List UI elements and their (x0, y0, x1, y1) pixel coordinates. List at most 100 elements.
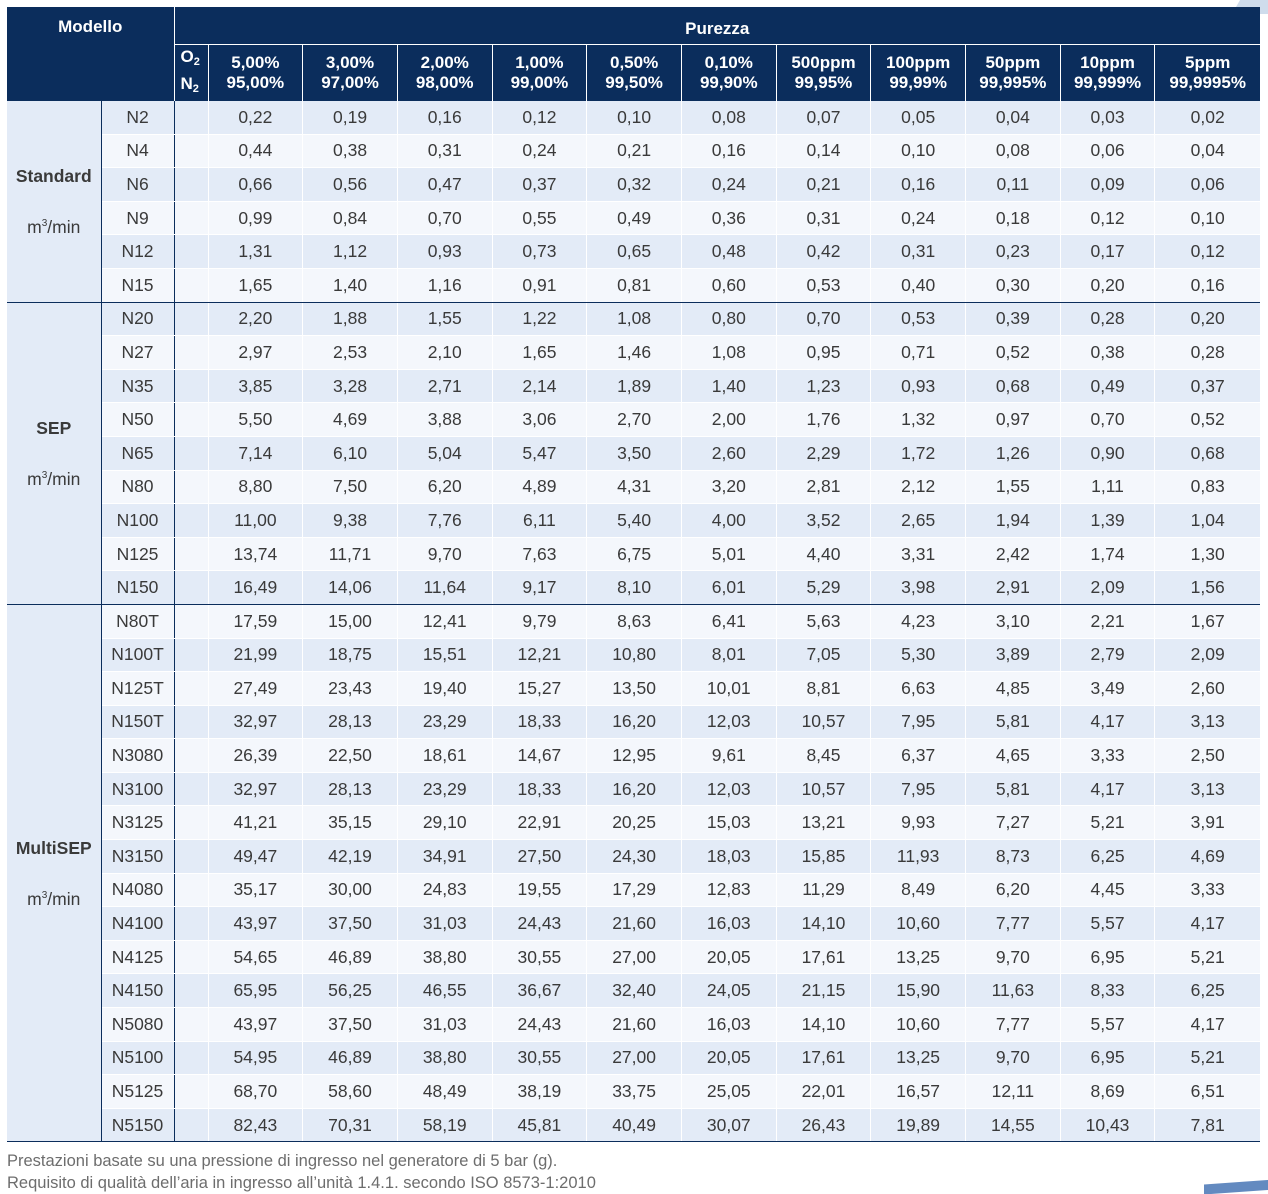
model-cell: N5080 (101, 1007, 175, 1042)
value-cell: 15,00 (302, 604, 398, 639)
value-cell: 0,55 (492, 201, 588, 236)
empty-cell (174, 873, 209, 908)
value-cell: 43,97 (208, 906, 304, 941)
value-cell: 0,10 (870, 134, 966, 169)
value-cell: 0,08 (965, 134, 1061, 169)
value-cell: 11,29 (776, 873, 872, 908)
value-cell: 31,03 (397, 1007, 493, 1042)
value-cell: 1,55 (397, 302, 493, 337)
value-cell: 15,90 (870, 973, 966, 1009)
value-cell: 5,30 (870, 638, 966, 673)
value-cell: 4,45 (1060, 873, 1156, 908)
value-cell: 10,60 (870, 1007, 966, 1042)
value-cell: 32,40 (586, 973, 682, 1009)
value-cell: 38,80 (397, 1041, 493, 1076)
value-cell: 0,04 (1154, 134, 1260, 169)
table-row: N3100 32,97 28,13 23,29 18,33 16,20 12,03 10,57… (7, 772, 1260, 807)
empty-cell (174, 570, 209, 605)
footnote-air-quality: Requisito di qualità dell’aria in ingres… (7, 1174, 596, 1192)
value-cell: 19,55 (492, 873, 588, 908)
model-cell: N20 (101, 302, 175, 337)
empty-cell (174, 1041, 209, 1076)
empty-cell (174, 1074, 209, 1109)
table-row: N5125 68,70 58,60 48,49 38,19 33,75 25,05 22,01… (7, 1074, 1260, 1109)
table-row: Standard m3/min N2 0,22 0,19 0,16 0,12 0,10 0,08… (7, 101, 1260, 303)
value-cell: 2,29 (776, 436, 872, 471)
value-cell: 17,29 (586, 873, 682, 908)
empty-cell (174, 268, 209, 303)
value-cell: 7,63 (492, 537, 588, 572)
value-cell: 3,89 (965, 638, 1061, 673)
value-cell: 0,53 (870, 302, 966, 337)
value-cell: 0,73 (492, 234, 588, 269)
value-cell: 4,17 (1154, 1007, 1260, 1042)
value-cell: 6,95 (1060, 1041, 1156, 1076)
empty-cell (174, 906, 209, 941)
value-cell: 9,70 (965, 1041, 1061, 1076)
value-cell: 0,08 (681, 101, 777, 135)
model-cell: N5100 (101, 1041, 175, 1076)
value-cell: 20,05 (681, 940, 777, 975)
model-cell: N50 (101, 402, 175, 437)
value-cell: 28,13 (302, 705, 398, 740)
value-cell: 5,04 (397, 436, 493, 471)
value-cell: 0,80 (681, 302, 777, 337)
empty-cell (174, 638, 209, 673)
value-cell: 12,95 (586, 738, 682, 773)
value-cell: 26,43 (776, 1108, 872, 1143)
value-cell: 2,65 (870, 503, 966, 538)
model-cell: N4125 (101, 940, 175, 975)
value-cell: 0,24 (681, 167, 777, 202)
value-cell: 0,70 (776, 302, 872, 337)
value-cell: 5,63 (776, 604, 872, 639)
value-cell: 0,40 (870, 268, 966, 303)
empty-cell (174, 234, 209, 269)
model-cell: N125T (101, 671, 175, 706)
value-cell: 0,99 (208, 201, 304, 236)
group-label: MultiSEP m3/min (7, 604, 102, 1143)
value-cell: 82,43 (208, 1108, 304, 1143)
value-cell: 0,48 (681, 234, 777, 269)
value-cell: 0,37 (1154, 369, 1260, 404)
value-cell: 33,75 (586, 1074, 682, 1109)
value-cell: 2,20 (208, 302, 304, 337)
value-cell: 5,21 (1060, 805, 1156, 841)
value-cell: 0,23 (965, 234, 1061, 269)
value-cell: 9,93 (870, 805, 966, 841)
value-cell: 2,21 (1060, 604, 1156, 639)
value-cell: 2,91 (965, 570, 1061, 605)
table-row: N6 0,66 0,56 0,47 0,37 0,32 0,24 0,21 0,16 0,11 0,… (7, 167, 1260, 202)
header-purity-column: 5ppm 99,9995% (1154, 44, 1260, 101)
value-cell: 1,39 (1060, 503, 1156, 538)
table-row: N150T 32,97 28,13 23,29 18,33 16,20 12,03 10,57… (7, 705, 1260, 740)
value-cell: 3,33 (1060, 738, 1156, 773)
value-cell: 34,91 (397, 839, 493, 874)
value-cell: 2,79 (1060, 638, 1156, 673)
value-cell: 2,60 (681, 436, 777, 471)
table-row: N50 5,50 4,69 3,88 3,06 2,70 2,00 1,76 1,32 0,97 0… (7, 402, 1260, 437)
value-cell: 13,25 (870, 1041, 966, 1076)
header-purity-column: 50ppm 99,995% (965, 44, 1061, 101)
value-cell: 12,21 (492, 638, 588, 673)
value-cell: 1,12 (302, 234, 398, 269)
value-cell: 27,00 (586, 940, 682, 975)
value-cell: 0,83 (1154, 470, 1260, 505)
value-cell: 3,10 (965, 604, 1061, 639)
value-cell: 8,49 (870, 873, 966, 908)
value-cell: 10,01 (681, 671, 777, 706)
value-cell: 1,31 (208, 234, 304, 269)
value-cell: 5,50 (208, 402, 304, 437)
value-cell: 27,00 (586, 1041, 682, 1076)
value-cell: 11,00 (208, 503, 304, 538)
value-cell: 11,93 (870, 839, 966, 874)
table-row: N150 16,49 14,06 11,64 9,17 8,10 6,01 5,29 3,98 2… (7, 570, 1260, 605)
value-cell: 0,06 (1154, 167, 1260, 202)
value-cell: 3,91 (1154, 805, 1260, 841)
value-cell: 0,31 (776, 201, 872, 236)
value-cell: 5,47 (492, 436, 588, 471)
model-cell: N5150 (101, 1108, 175, 1143)
value-cell: 3,31 (870, 537, 966, 572)
value-cell: 0,70 (1060, 402, 1156, 437)
value-cell: 24,30 (586, 839, 682, 874)
value-cell: 3,49 (1060, 671, 1156, 706)
